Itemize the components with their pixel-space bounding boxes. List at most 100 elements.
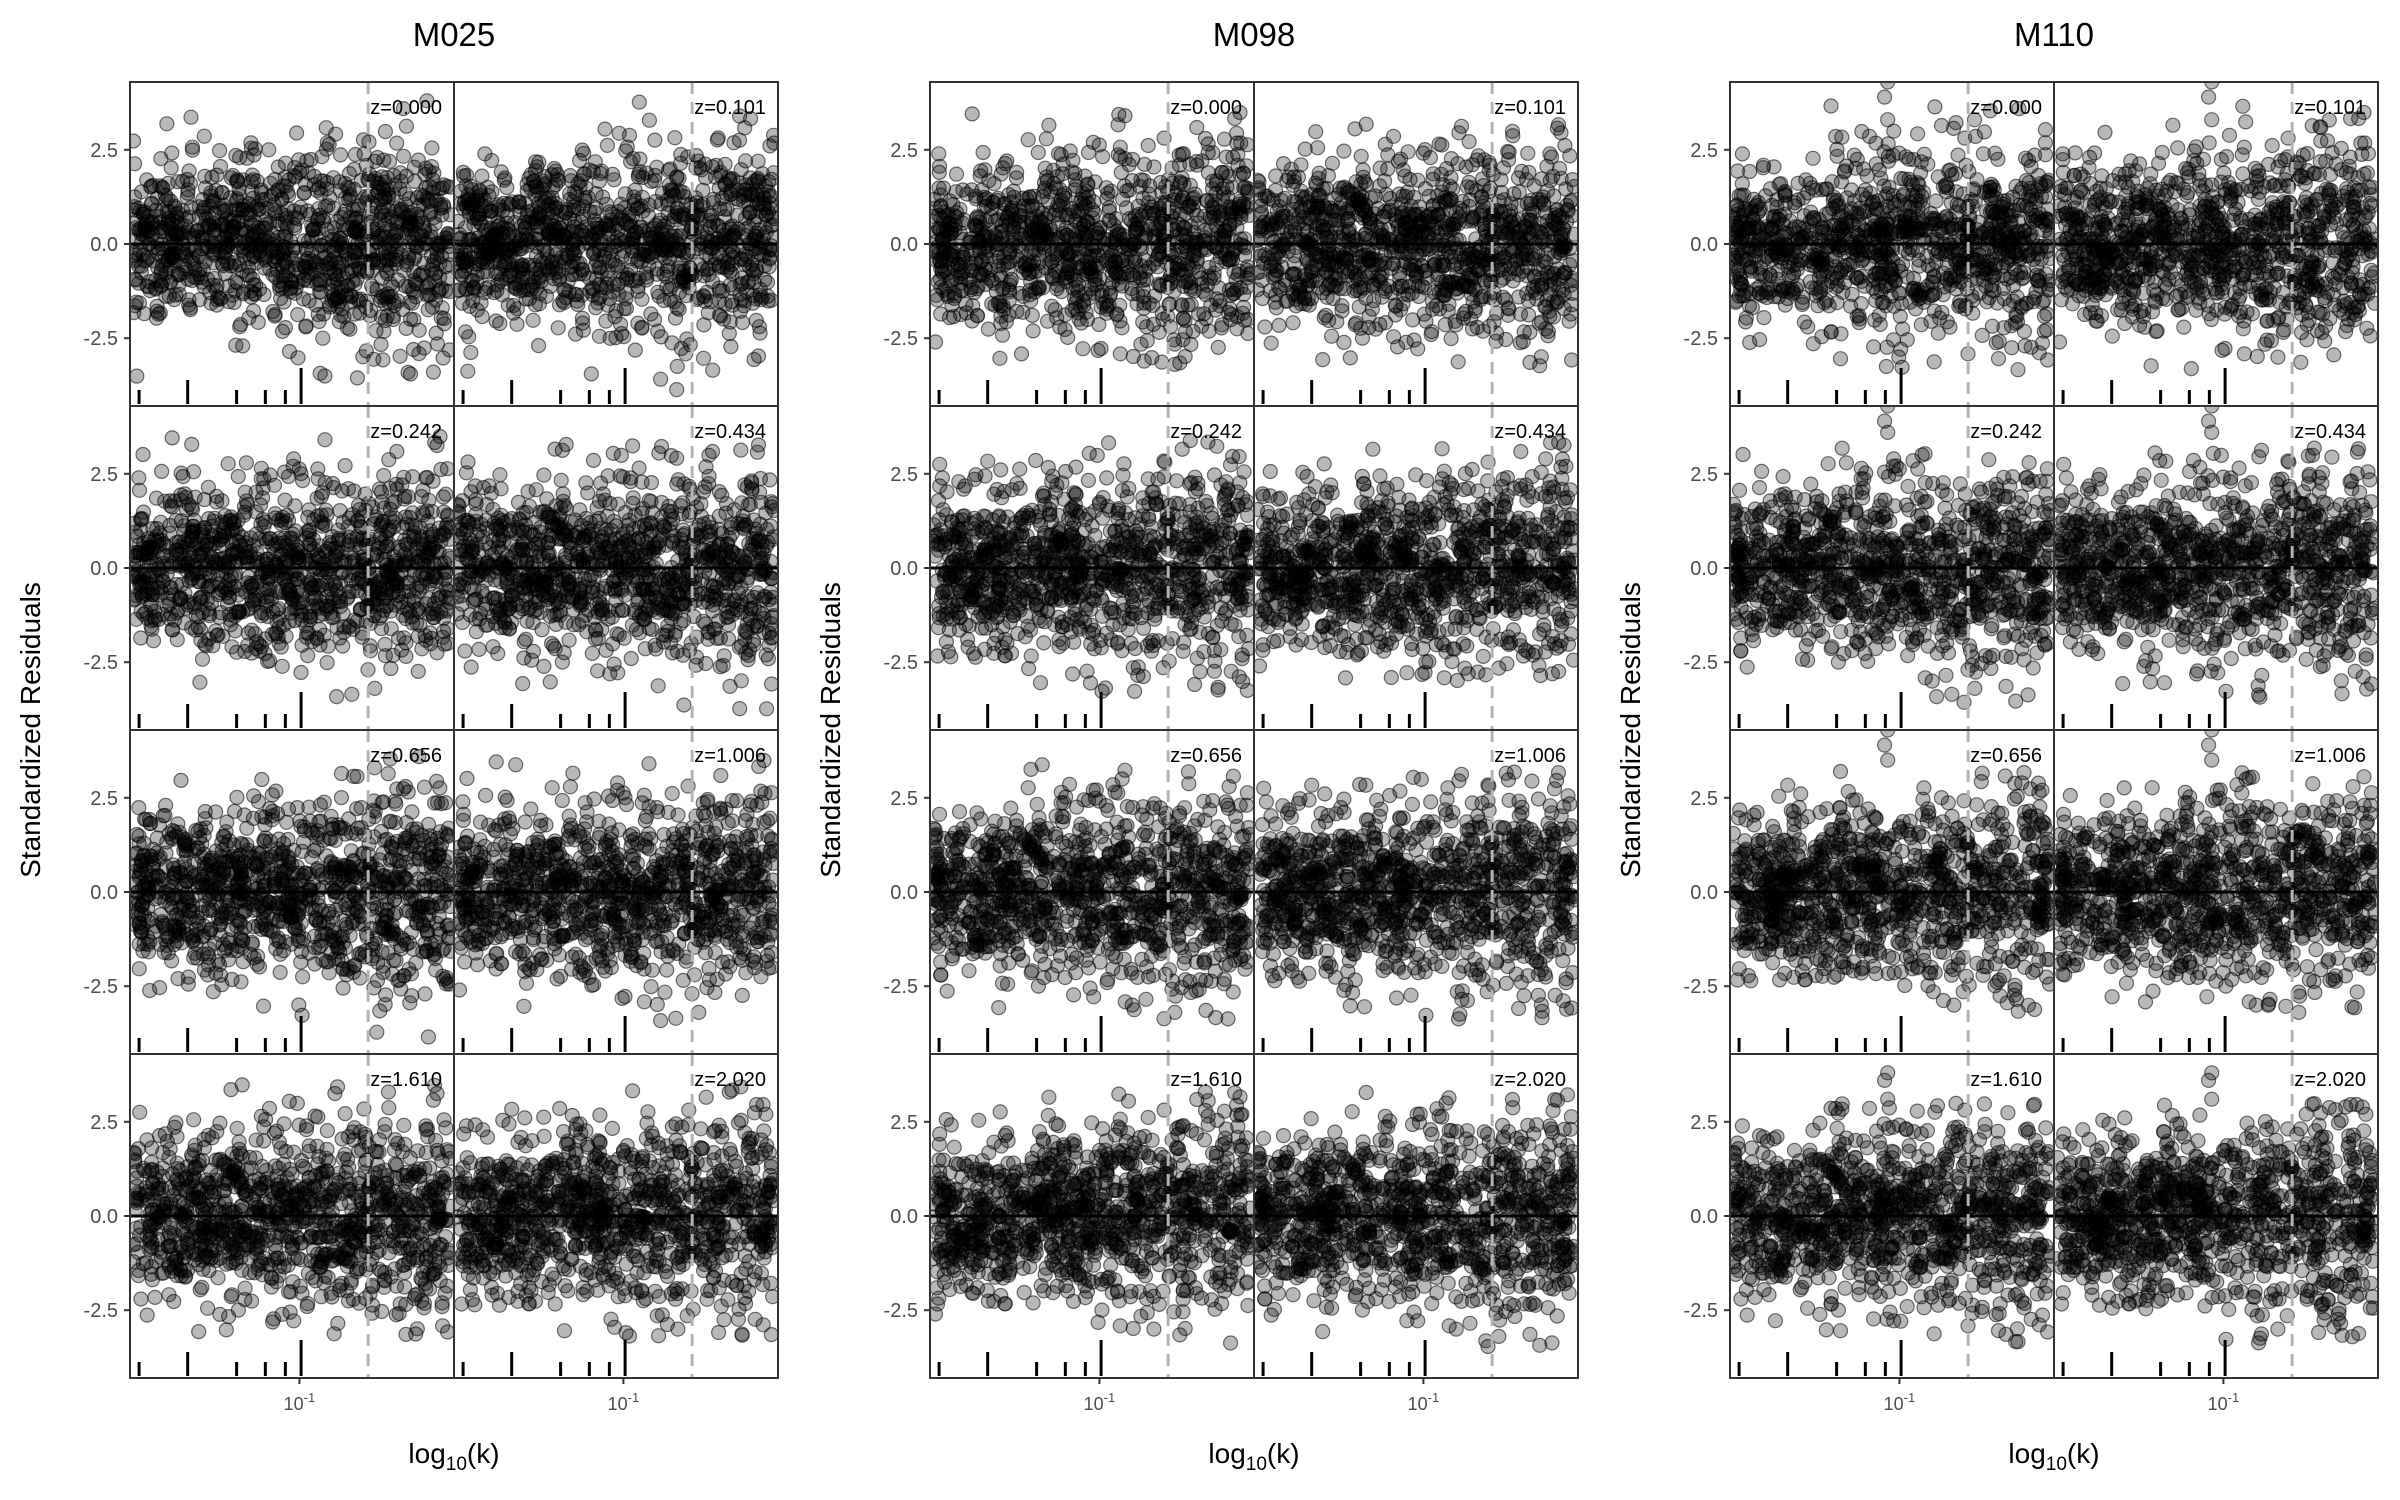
residual-point xyxy=(344,686,360,702)
residual-point xyxy=(744,482,760,499)
redshift-label: z=0.000 xyxy=(370,97,442,119)
residual-point xyxy=(377,636,393,653)
residual-point xyxy=(761,189,778,205)
residual-point xyxy=(501,620,518,636)
residual-point xyxy=(710,130,726,146)
residual-point xyxy=(752,470,769,487)
residual-point xyxy=(382,510,398,526)
redshift-label: z=0.101 xyxy=(694,97,766,119)
residual-point xyxy=(515,675,531,692)
residual-point xyxy=(457,643,473,659)
residual-point xyxy=(159,116,175,132)
residual-point xyxy=(763,571,778,587)
residual-point xyxy=(630,169,647,185)
residual-point xyxy=(317,272,333,288)
residual-point xyxy=(429,336,446,352)
residual-point xyxy=(401,603,418,620)
residual-point xyxy=(226,578,242,595)
residual-point xyxy=(523,541,540,558)
residual-point xyxy=(589,583,606,599)
residual-point xyxy=(662,161,678,177)
residual-point xyxy=(669,382,685,398)
residual-point xyxy=(436,199,452,215)
residual-point xyxy=(425,364,441,380)
residual-point xyxy=(136,253,152,269)
residual-point xyxy=(284,588,300,605)
residual-point xyxy=(432,428,448,445)
residual-point xyxy=(275,268,291,284)
residual-point xyxy=(634,474,650,490)
residual-point xyxy=(272,216,288,232)
residual-point xyxy=(591,510,607,526)
residual-point xyxy=(762,138,778,154)
residual-point xyxy=(619,139,635,155)
residual-point xyxy=(759,274,776,290)
residual-point xyxy=(634,319,650,335)
residual-point xyxy=(477,535,494,552)
residual-point xyxy=(252,604,268,621)
residual-point xyxy=(756,258,773,274)
y-tick-label: -2.5 xyxy=(84,652,118,674)
residual-point xyxy=(293,199,309,215)
residual-point xyxy=(163,160,179,176)
residual-point xyxy=(516,524,533,541)
residual-point xyxy=(714,283,731,299)
residual-point xyxy=(362,638,378,654)
residual-point xyxy=(608,303,624,319)
residual-point xyxy=(229,789,245,806)
residual-point xyxy=(272,610,288,626)
residual-point xyxy=(383,660,399,677)
residual-point xyxy=(131,275,147,291)
residual-point xyxy=(705,362,721,378)
residual-point xyxy=(611,286,627,302)
residual-point xyxy=(742,205,758,221)
residual-point xyxy=(654,221,670,237)
residual-point xyxy=(513,274,530,290)
residual-point xyxy=(663,508,679,524)
residual-point xyxy=(682,337,698,353)
residual-point xyxy=(366,252,382,268)
residual-point xyxy=(331,314,347,330)
residual-point xyxy=(515,573,531,589)
residual-point xyxy=(246,285,262,302)
residual-point xyxy=(660,258,676,274)
residual-point xyxy=(546,226,562,242)
residual-point xyxy=(650,678,666,694)
residual-point xyxy=(139,278,155,294)
residual-point xyxy=(347,146,363,163)
residual-point xyxy=(639,582,655,598)
residual-point xyxy=(238,455,254,471)
residual-point xyxy=(368,323,384,339)
residual-point xyxy=(293,466,309,482)
residual-point xyxy=(569,553,585,570)
residual-point xyxy=(274,257,290,273)
residual-point xyxy=(274,658,290,674)
residual-point xyxy=(710,246,727,262)
residual-point xyxy=(402,995,418,1011)
residual-point xyxy=(143,618,159,634)
residual-point xyxy=(339,320,355,336)
residual-point xyxy=(207,222,223,238)
residual-point xyxy=(148,280,164,296)
residual-point xyxy=(130,611,144,627)
residual-point xyxy=(373,336,389,353)
residual-point xyxy=(752,325,768,341)
residual-point xyxy=(398,118,414,134)
residual-point xyxy=(322,265,338,281)
residual-point xyxy=(586,204,603,221)
residual-point xyxy=(357,486,373,502)
residual-point xyxy=(385,576,401,592)
residual-point xyxy=(342,533,358,550)
residual-point xyxy=(697,293,713,309)
residual-point xyxy=(316,627,332,643)
residual-point xyxy=(376,467,392,484)
residual-point xyxy=(468,496,484,512)
residual-point xyxy=(738,182,754,198)
residual-point xyxy=(373,309,389,325)
residual-point xyxy=(576,145,592,162)
residual-point xyxy=(247,592,263,608)
residual-points xyxy=(454,436,778,717)
residual-point xyxy=(668,228,684,244)
residual-point xyxy=(172,245,188,261)
residual-point xyxy=(390,272,406,288)
